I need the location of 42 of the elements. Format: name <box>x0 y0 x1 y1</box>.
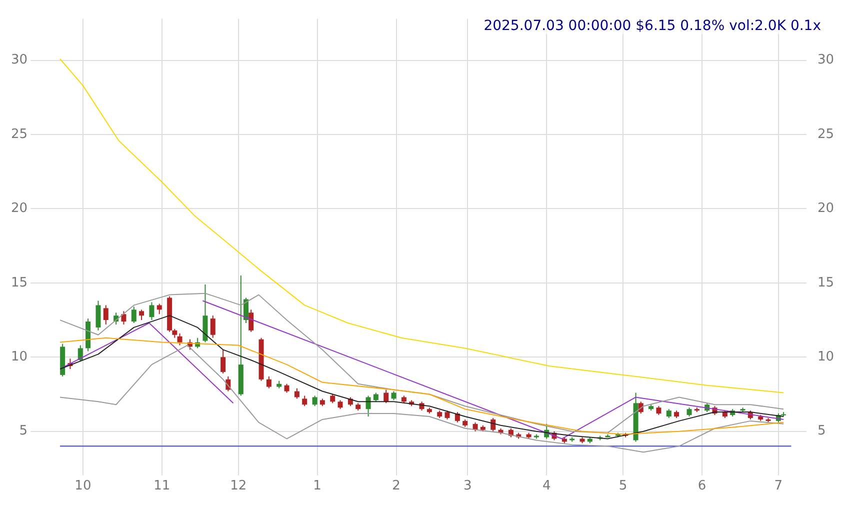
candlestick <box>139 309 144 321</box>
candlestick <box>490 417 496 432</box>
y2-tick-label: 25 <box>817 126 834 142</box>
candlestick <box>248 309 254 332</box>
y2-tick-label: 10 <box>817 350 834 365</box>
candlestick <box>131 306 136 324</box>
x-tick-label: 10 <box>74 478 92 494</box>
candlestick <box>384 389 389 404</box>
candlestick <box>312 395 318 407</box>
x-tick-label: 11 <box>154 478 170 494</box>
y2-tick-label: 5 <box>817 424 826 439</box>
candlestick <box>302 395 308 407</box>
y-tick-label: 10 <box>10 350 28 365</box>
y-tick-label: 30 <box>10 52 28 68</box>
candlestick <box>366 395 371 417</box>
candlestick <box>294 388 300 400</box>
y-tick-label: 20 <box>10 201 28 216</box>
y-tick-label: 5 <box>19 424 28 439</box>
candlestick <box>121 310 126 325</box>
x-tick-label: 2 <box>392 478 400 494</box>
candlestick <box>177 332 182 346</box>
x-tick-label: 3 <box>463 478 472 494</box>
candlestick <box>103 304 108 325</box>
x-tick-label: 7 <box>774 478 783 494</box>
candlestick <box>78 344 83 362</box>
candlestick <box>96 300 101 331</box>
y2-tick-label: 15 <box>817 275 834 290</box>
x-tick-label: 12 <box>230 478 247 494</box>
candlestick <box>266 376 272 389</box>
y2-tick-label: 30 <box>817 52 834 68</box>
candlestick <box>220 349 226 374</box>
chart-title: 2025.07.03 00:00:00 $6.15 0.18% vol:2.0K 0.1x <box>484 18 821 34</box>
x-tick-label: 1 <box>313 478 322 494</box>
y-tick-label: 25 <box>10 126 28 142</box>
candlestick <box>149 302 154 321</box>
x-tick-label: 4 <box>542 478 551 494</box>
x-tick-label: 5 <box>618 478 628 494</box>
y-tick-label: 15 <box>10 275 28 290</box>
candlestick <box>156 303 162 315</box>
y2-tick-label: 20 <box>817 201 834 216</box>
x-tick-label: 6 <box>698 478 706 494</box>
candlestick <box>210 315 216 338</box>
